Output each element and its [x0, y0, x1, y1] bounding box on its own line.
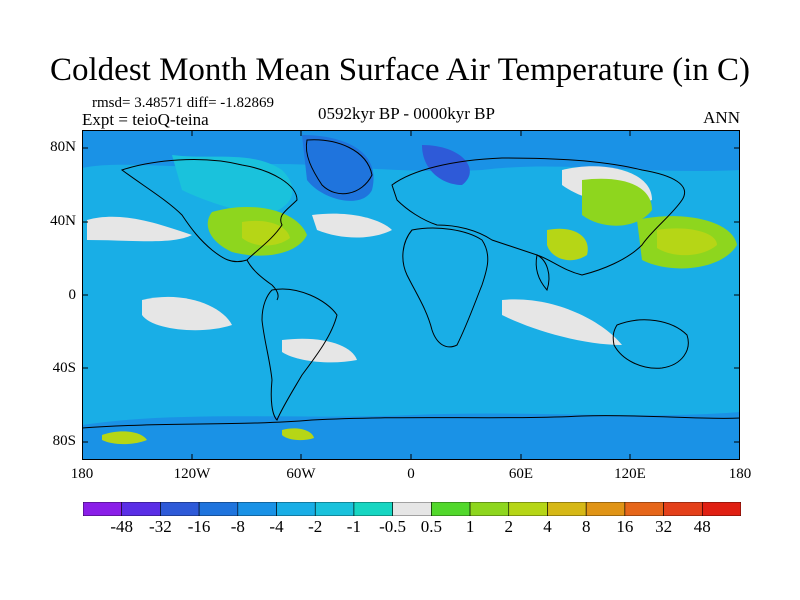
neutral-indian-ocean — [502, 299, 622, 345]
east-asia-warm — [582, 178, 652, 226]
colorbar-swatch — [314, 502, 355, 516]
lon-label-60w: 60W — [286, 466, 316, 482]
colorbar-swatch — [701, 502, 741, 516]
colorbar-swatch — [663, 502, 703, 516]
central-asia-warm — [547, 228, 588, 261]
map-title: Coldest Month Mean Surface Air Temperatu… — [50, 52, 750, 88]
colorbar-swatch — [237, 502, 277, 516]
greenland-coast — [305, 139, 373, 195]
neutral-pacific-north — [87, 216, 192, 242]
season-label: ANN — [703, 108, 740, 127]
antarctica-coast — [82, 415, 740, 429]
colorbar-label: 16 — [616, 517, 634, 536]
colorbar-label: 32 — [655, 517, 673, 536]
colorbar-swatch — [353, 502, 393, 516]
coastlines — [82, 139, 740, 429]
colorbar-label: 2 — [504, 517, 514, 536]
experiment-label: Expt = teioQ-teina — [82, 110, 209, 129]
central-america-coast — [246, 259, 279, 301]
colorbar-swatch — [547, 502, 587, 516]
colorbar-label: 0.5 — [420, 517, 443, 536]
lon-label-120w: 120W — [173, 466, 211, 482]
colorbar-label: 48 — [693, 517, 711, 536]
lon-label-180-left: 180 — [70, 466, 94, 482]
temperature-map — [82, 130, 740, 460]
europe-asia-coast — [391, 157, 685, 276]
australia-coast — [612, 319, 689, 369]
colorbar-label: 8 — [581, 517, 591, 536]
colorbar-label: -16 — [187, 517, 211, 536]
lat-label-40s: 40S — [52, 360, 76, 376]
lon-label-120e: 120E — [614, 466, 646, 482]
colorbar-label: -0.5 — [379, 517, 407, 536]
colorbar-swatch — [83, 502, 123, 516]
colorbar-label: 4 — [543, 517, 552, 536]
south-pacific-warm-spot — [102, 431, 147, 445]
lon-label-60e: 60E — [508, 466, 534, 482]
colorbar-label: -2 — [308, 517, 323, 536]
stats-label: rmsd= 3.48571 diff= -1.82869 — [92, 95, 275, 111]
colorbar-label: -8 — [230, 517, 245, 536]
neutral-atlantic-north — [312, 213, 392, 238]
colorbar-label: 1 — [465, 517, 475, 536]
colorbar-swatch — [276, 502, 316, 516]
colorbar-swatch — [431, 502, 471, 516]
colorbar — [83, 502, 741, 516]
lon-label-0: 0 — [407, 466, 415, 482]
north-america-coast — [120, 159, 298, 263]
period-label: 0592kyr BP - 0000kyr BP — [318, 104, 495, 123]
lat-label-80s: 80S — [52, 433, 76, 449]
colorbar-swatch — [469, 502, 510, 516]
north-america-warm-core — [242, 220, 290, 246]
lat-label-40n: 40N — [50, 213, 76, 229]
west-pacific-warm-core — [657, 228, 717, 256]
colorbar-label: -1 — [346, 517, 361, 536]
lon-label-180-right: 180 — [728, 466, 752, 482]
lat-label-0: 0 — [68, 287, 77, 303]
colorbar-swatch — [392, 502, 432, 516]
colorbar-swatch — [585, 502, 626, 516]
colorbar-label: -32 — [149, 517, 172, 536]
antarctic-cool — [82, 412, 740, 460]
india-coast — [535, 254, 550, 291]
antarctic-peninsula-warm — [282, 428, 314, 441]
colorbar-swatch — [121, 502, 161, 516]
south-america-coast — [261, 288, 338, 421]
colorbar-label: -48 — [110, 517, 134, 536]
lat-label-80n: 80N — [50, 139, 76, 155]
colorbar-label: -4 — [269, 517, 284, 536]
axis-ticks — [82, 130, 740, 460]
siberia-cold-region — [422, 145, 470, 185]
colorbar-swatch — [624, 502, 664, 516]
colorbar-swatch — [160, 502, 200, 516]
africa-coast — [402, 227, 489, 348]
colorbar-swatch — [198, 502, 239, 516]
colorbar-swatch — [508, 502, 548, 516]
neutral-south-pacific — [142, 296, 232, 331]
